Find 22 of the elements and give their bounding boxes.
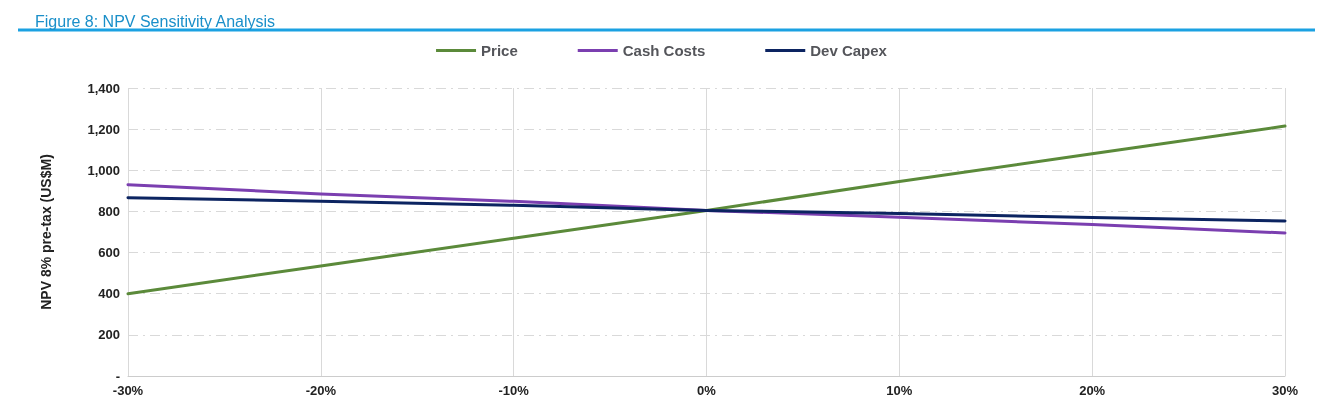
y-tick-label: 1,000: [87, 162, 120, 178]
x-tick-label: 30%: [1271, 383, 1299, 398]
x-tick-label: 0%: [697, 383, 717, 398]
x-tick-label: 10%: [886, 383, 913, 398]
y-tick-label: 400: [98, 286, 120, 302]
legend-label: Price: [481, 42, 518, 59]
y-tick-label: 200: [98, 327, 120, 343]
x-tick-label: -20%: [305, 383, 337, 398]
y-tick-label: 800: [98, 203, 120, 219]
y-tick-label: 600: [98, 245, 120, 261]
y-tick-label: 1,400: [87, 80, 120, 96]
y-axis-title: NPV 8% pre-tax (US$M): [38, 154, 54, 310]
y-tick-label: 1,200: [87, 121, 120, 137]
legend-label: Cash Costs: [622, 42, 706, 59]
y-tick-label: -: [115, 368, 120, 384]
x-tick-label: -30%: [112, 383, 144, 398]
x-tick-label: 20%: [1079, 383, 1106, 398]
chart-title: Figure 8: NPV Sensitivity Analysis: [35, 12, 276, 30]
line-series: [126, 196, 1287, 223]
x-tick-label: -10%: [498, 383, 530, 398]
legend-label: Dev Capex: [810, 42, 888, 59]
line-series: [126, 124, 1287, 296]
